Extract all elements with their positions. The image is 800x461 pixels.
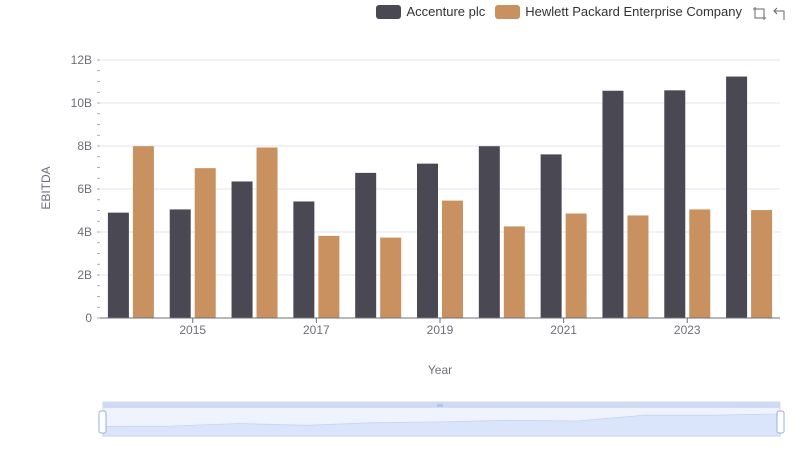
bar-hpe-2024[interactable]	[751, 210, 773, 318]
bar-accenture-2022[interactable]	[602, 90, 624, 319]
x-tick-label: 2023	[674, 323, 701, 337]
y-tick-label: 10B	[71, 96, 92, 110]
datazoom-move-bar[interactable]	[103, 402, 780, 408]
x-tick-label: 2019	[427, 323, 454, 337]
bar-hpe-2015[interactable]	[194, 168, 216, 318]
bar-accenture-2017[interactable]	[293, 201, 315, 318]
datazoom-slider[interactable]	[98, 401, 785, 437]
bar-accenture-2024[interactable]	[726, 76, 748, 319]
y-tick-label: 0	[85, 311, 92, 325]
x-tick-label: 2021	[550, 323, 577, 337]
bar-hpe-2022[interactable]	[627, 215, 649, 318]
legend: Accenture plc Hewlett Packard Enterprise…	[366, 4, 742, 19]
legend-label-hpe: Hewlett Packard Enterprise Company	[525, 4, 742, 19]
bar-accenture-2021[interactable]	[540, 154, 562, 318]
x-tick-label: 2017	[303, 323, 330, 337]
bar-accenture-2016[interactable]	[231, 181, 253, 318]
y-tick-label: 12B	[71, 53, 92, 67]
y-axis-title: EBITDA	[39, 166, 53, 209]
x-axis-ticks: 2015 2017 2019 2021 2023	[179, 318, 701, 337]
bar-accenture-2020[interactable]	[478, 146, 500, 318]
restore-icon[interactable]	[773, 6, 788, 21]
legend-label-accenture: Accenture plc	[406, 4, 486, 19]
x-tick-label: 2015	[179, 323, 206, 337]
bar-hpe-2020[interactable]	[503, 226, 525, 318]
bar-hpe-2017[interactable]	[318, 235, 340, 318]
datazoom-preview-area	[102, 413, 781, 437]
bar-hpe-2016[interactable]	[256, 147, 278, 318]
y-tick-label: 6B	[77, 182, 92, 196]
y-tick-label: 4B	[77, 225, 92, 239]
toolbox	[746, 6, 788, 21]
legend-item-accenture[interactable]: Accenture plc	[376, 4, 485, 19]
legend-swatch-accenture	[376, 4, 402, 19]
bar-hpe-2019[interactable]	[442, 200, 463, 318]
y-tick-label: 8B	[77, 139, 92, 153]
bar-accenture-2023[interactable]	[664, 90, 686, 318]
grip-icon	[437, 404, 443, 407]
zoom-icon[interactable]	[752, 6, 767, 21]
bar-hpe-2018[interactable]	[380, 237, 402, 318]
bar-accenture-2014[interactable]	[107, 212, 129, 318]
bar-hpe-2014[interactable]	[132, 146, 154, 318]
datazoom-handle-right[interactable]	[776, 410, 785, 434]
y-tick-label: 2B	[77, 268, 92, 282]
bar-hpe-2023[interactable]	[689, 209, 711, 318]
bar-hpe-2021[interactable]	[565, 213, 587, 318]
y-axis-ticks: 0 2B 4B 6B 8B 10B 12B	[71, 53, 100, 325]
datazoom-handle-left[interactable]	[98, 410, 107, 434]
bar-accenture-2015[interactable]	[169, 209, 191, 318]
x-axis-title: Year	[428, 363, 452, 377]
bar-accenture-2019[interactable]	[417, 163, 438, 318]
bar-accenture-2018[interactable]	[355, 172, 377, 318]
bars	[107, 76, 773, 319]
legend-item-hpe[interactable]: Hewlett Packard Enterprise Company	[495, 4, 742, 19]
legend-swatch-hpe	[495, 4, 521, 19]
